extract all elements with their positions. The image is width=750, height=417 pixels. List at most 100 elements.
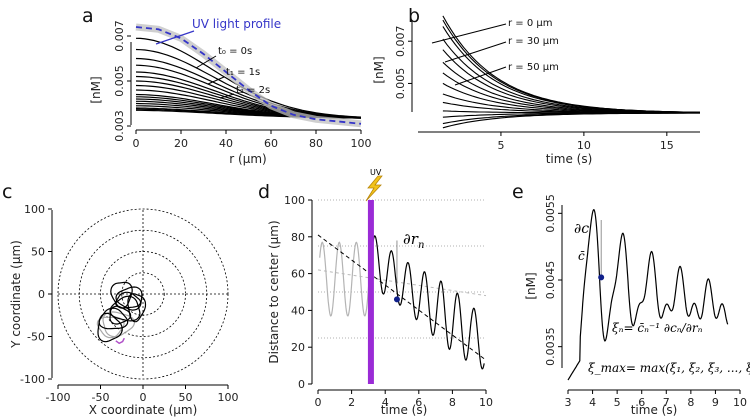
panel-d-gridlines xyxy=(318,199,486,339)
b-ytick-label-1: 0.007 xyxy=(394,25,407,57)
e-xtick-label-1: 4 xyxy=(589,396,596,409)
e-xtick-label-5: 8 xyxy=(687,396,694,409)
c-xtick-label-0: -100 xyxy=(46,391,71,404)
panel-b-x-ticks: 5 10 15 xyxy=(497,132,674,152)
b-xtick-label-0: 5 xyxy=(497,139,504,152)
d-ytick-label-3: 60 xyxy=(291,268,305,281)
a-xtick-label-2: 40 xyxy=(219,137,233,150)
panel-a-x-label: r (µm) xyxy=(229,152,266,166)
panel-b-y-label: [nM] xyxy=(372,56,386,83)
d-post-uv-trace xyxy=(371,235,485,370)
c-ytick-label-3: -50 xyxy=(27,331,45,344)
e-ytick-label-0: 0.0055 xyxy=(544,194,557,233)
d-xtick-label-0: 0 xyxy=(315,396,322,409)
a-xtick-label-4: 80 xyxy=(309,137,323,150)
d-xtick-label-4: 8 xyxy=(449,396,456,409)
b-line-13 xyxy=(442,112,700,129)
panel-d: 0 2 4 6 8 10 0 20 40 60 80 100 time (s) Distance t… xyxy=(267,168,493,417)
c-xtick-label-4: 100 xyxy=(218,391,239,404)
b-line-2 xyxy=(442,26,700,113)
e-xtick-label-4: 7 xyxy=(663,396,670,409)
e-marker xyxy=(598,274,605,281)
panel-c-trajectory xyxy=(96,281,147,345)
panel-label-d: d xyxy=(258,181,270,203)
d-marker xyxy=(393,296,400,303)
c-xtick-label-3: 50 xyxy=(179,391,193,404)
panel-label-e: e xyxy=(512,181,524,203)
e-concentration-trace xyxy=(567,209,729,381)
d-ytick-label-4: 80 xyxy=(291,231,305,244)
c-trajectory-loop-3 xyxy=(98,307,129,330)
d-ytick-label-2: 40 xyxy=(291,304,305,317)
annotation-t0-pointer xyxy=(195,55,217,69)
panel-c-x-ticks: -100 -50 0 50 100 xyxy=(46,385,239,404)
annotation-r0-pointer xyxy=(431,23,507,44)
annotation-t1: t₁ = 1s xyxy=(226,67,260,78)
panel-d-x-ticks: 0 2 4 6 8 10 xyxy=(315,390,493,409)
a-xtick-label-3: 60 xyxy=(264,137,278,150)
a-ytick-label-2: 0.007 xyxy=(113,20,126,52)
a-xtick-label-0: 0 xyxy=(133,137,140,150)
b-xtick-label-1: 10 xyxy=(577,139,591,152)
a-ytick-label-0: 0.003 xyxy=(113,110,126,142)
panel-a-x-ticks: 0 20 40 60 80 100 xyxy=(133,130,372,150)
panel-e-y-ticks: 0.0055 0.0045 0.0035 xyxy=(544,194,562,366)
b-xtick-label-2: 15 xyxy=(660,139,674,152)
panel-a: 0 20 40 60 80 100 0.003 0.005 0.007 r (µm) [nM]… xyxy=(89,17,372,166)
equation-xi-n: ξₙ= c̄ₙ⁻¹ ∂cₙ/∂rₙ xyxy=(612,321,703,335)
uv-label: UV xyxy=(370,168,382,177)
e-xtick-label-2: 5 xyxy=(614,396,621,409)
c-trajectory-loop-4 xyxy=(109,295,141,322)
c-trajectory-loop-9 xyxy=(115,291,142,309)
uv-profile-line xyxy=(135,26,362,125)
d-secondary-trend xyxy=(317,269,487,297)
e-ytick-label-1: 0.0045 xyxy=(544,261,557,300)
uv-profile-legend-pointer xyxy=(155,30,195,45)
panel-d-distance-trace xyxy=(317,200,487,384)
c-ytick-label-1: 50 xyxy=(31,246,45,259)
d-xtick-label-2: 4 xyxy=(382,396,389,409)
panel-e-x-ticks: 3 4 5 6 7 8 9 10 xyxy=(565,390,747,409)
panel-label-a: a xyxy=(82,5,94,27)
c-xtick-label-1: -50 xyxy=(92,391,110,404)
equation-xi-max: ξ_max= max(ξ₁, ξ₂, ξ₃, ..., ξₙ) xyxy=(588,361,750,375)
annotation-t0: t₀ = 0s xyxy=(218,46,252,57)
d-ytick-label-1: 20 xyxy=(291,341,305,354)
c-xtick-label-2: 0 xyxy=(140,391,147,404)
e-xtick-label-6: 9 xyxy=(712,396,719,409)
panel-c-x-label: X coordinate (µm) xyxy=(89,403,198,417)
c-trajectory-loop-7 xyxy=(127,293,147,323)
panel-label-b: b xyxy=(408,5,420,27)
d-xtick-label-3: 6 xyxy=(415,396,422,409)
a-xtick-label-5: 100 xyxy=(351,137,372,150)
c-ytick-label-0: 100 xyxy=(24,203,45,216)
annotation-t2-pointer xyxy=(219,93,235,99)
panel-b-x-label: time (s) xyxy=(546,152,593,166)
c-ytick-label-2: 0 xyxy=(38,288,45,301)
b-line-4 xyxy=(442,49,700,114)
annotation-r30-pointer xyxy=(444,41,507,63)
d-pre-uv-trace xyxy=(319,241,372,317)
annotation-cbar: c̄ xyxy=(578,249,585,263)
c-trajectory-loop-5 xyxy=(115,286,143,311)
a-ytick-label-1: 0.005 xyxy=(113,65,126,97)
panel-c-y-ticks: 100 50 0 -50 -100 xyxy=(20,203,52,386)
annotation-r50: r = 50 µm xyxy=(508,62,559,73)
panel-a-y-label: [nM] xyxy=(89,76,103,103)
d-ytick-label-5: 100 xyxy=(284,194,305,207)
c-highlight-segment xyxy=(115,337,125,345)
uv-bolt-icon xyxy=(365,175,383,202)
d-ytick-label-0: 0 xyxy=(298,378,305,391)
d-uv-bar xyxy=(367,200,374,384)
annotation-r0: r = 0 µm xyxy=(508,18,553,29)
b-ytick-label-0: 0.005 xyxy=(394,68,407,100)
panel-a-y-ticks: 0.003 0.005 0.007 xyxy=(113,20,131,142)
annotation-t2: t₂ = 2s xyxy=(236,85,270,96)
panel-b-decay-lines xyxy=(442,15,701,129)
c-trajectory-loop-1 xyxy=(102,311,136,338)
panel-b-y-ticks: 0.005 0.007 xyxy=(394,25,412,99)
annotation-r50-pointer xyxy=(454,66,507,86)
d-xtick-label-5: 10 xyxy=(479,396,493,409)
panel-c-y-label: Y coordinate (µm) xyxy=(9,240,23,349)
